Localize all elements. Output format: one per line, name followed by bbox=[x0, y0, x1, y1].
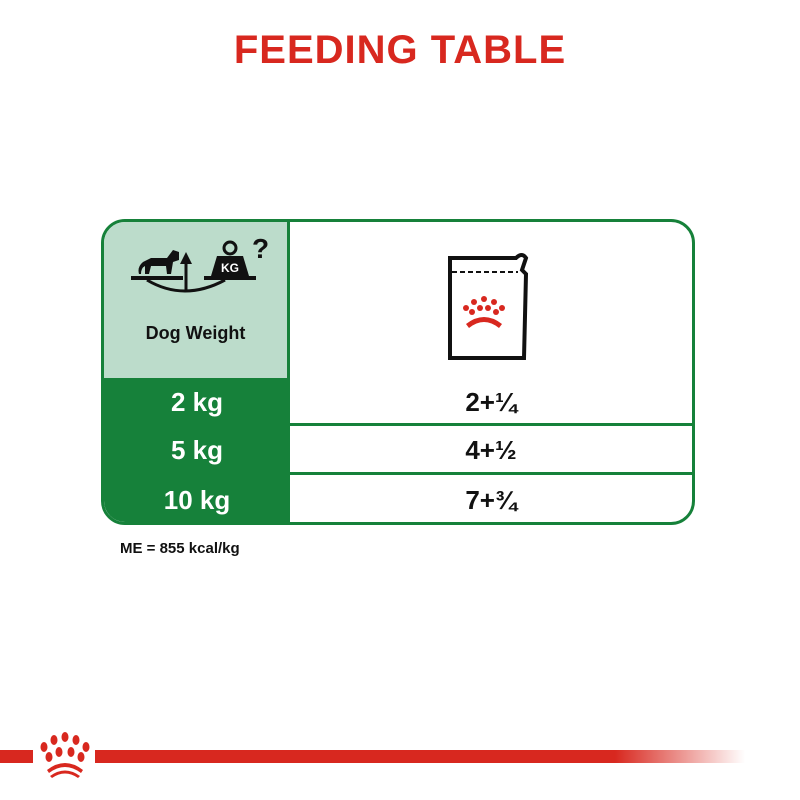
royal-canin-crown-logo bbox=[40, 732, 90, 778]
table-row: 10 kg 7+¾ bbox=[104, 475, 692, 522]
energy-note: ME = 855 kcal/kg bbox=[120, 540, 240, 557]
dog-weight-label: Dog Weight bbox=[145, 323, 246, 343]
weight-cell: 10 kg bbox=[104, 475, 290, 522]
kg-text: KG bbox=[221, 261, 239, 275]
table-row: 5 kg 4+½ bbox=[104, 426, 692, 475]
question-mark: ? bbox=[252, 233, 269, 264]
page-title: FEEDING TABLE bbox=[233, 28, 567, 72]
feeding-table: KG ? Dog Weight 2 kg 2+¼ 5 kg 4+½ 10 kg … bbox=[101, 219, 695, 525]
dog-weight-header: KG ? Dog Weight bbox=[104, 222, 290, 378]
row-divider bbox=[290, 423, 692, 426]
row-divider bbox=[290, 472, 692, 475]
footer-bar-left bbox=[0, 750, 33, 763]
pouches-cell: 2+¼ bbox=[465, 386, 517, 417]
pouch-icon bbox=[448, 253, 529, 360]
pouches-cell: 7+¾ bbox=[465, 484, 517, 515]
footer-bar-right bbox=[95, 750, 745, 763]
table-row: 2 kg 2+¼ bbox=[104, 378, 692, 426]
weight-cell: 2 kg bbox=[104, 378, 290, 426]
pouches-cell: 4+½ bbox=[465, 435, 517, 465]
dog-scale-kg-icon: KG ? bbox=[131, 233, 269, 293]
weight-cell: 5 kg bbox=[104, 426, 290, 475]
